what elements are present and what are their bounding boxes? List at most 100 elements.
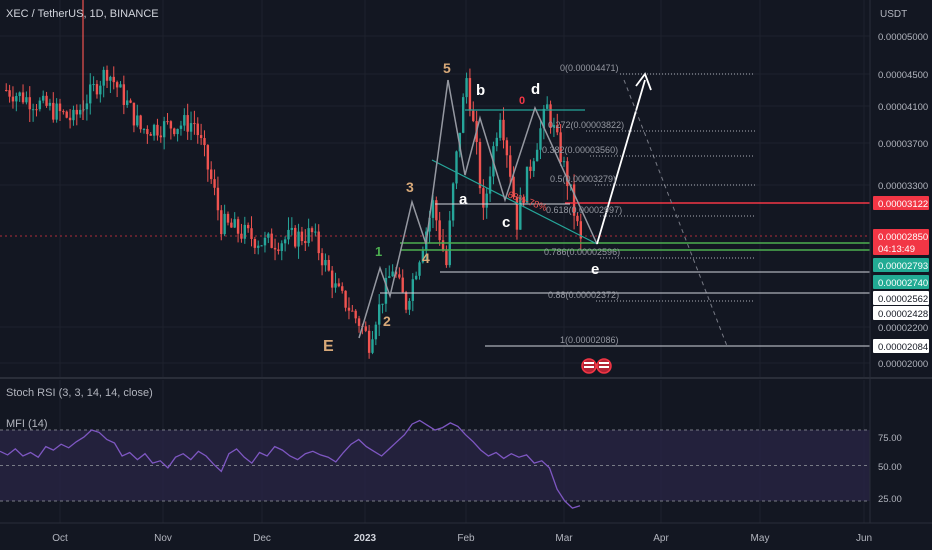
candle-body	[169, 121, 173, 129]
candle-body	[579, 221, 582, 239]
time-axis[interactable]: Oct Nov Dec 2023 Feb Mar Apr May Jun	[52, 533, 872, 544]
price-flag-label: 0.00002793	[878, 261, 928, 272]
candle-body	[102, 69, 105, 86]
candle-body	[48, 102, 52, 106]
price-flag-label: 0.00002084	[878, 342, 928, 353]
fib-level-label: 0(0.00004471)	[560, 63, 619, 73]
time-axis-label: Apr	[653, 533, 669, 544]
candle-body	[186, 115, 189, 132]
candle-body	[162, 121, 166, 138]
us-flag-icon[interactable]	[581, 358, 597, 374]
candle-body	[270, 233, 273, 248]
candle-body	[330, 270, 334, 288]
correction-wave-path	[447, 79, 598, 245]
candle-body	[75, 109, 78, 115]
candle-body	[354, 310, 357, 319]
wave-label-1: 1	[375, 244, 382, 259]
candle-body	[495, 137, 498, 147]
candle-body	[391, 271, 394, 277]
candle-body	[156, 124, 159, 136]
stoch-rsi-title[interactable]: Stoch RSI (3, 3, 14, 14, close)	[6, 387, 153, 399]
candle-body	[132, 102, 136, 126]
candle-body	[166, 121, 169, 123]
candle-body	[129, 100, 132, 103]
candle-body	[112, 76, 115, 83]
candle-body	[485, 193, 488, 208]
time-axis-label: May	[751, 533, 770, 544]
candle-body	[250, 228, 253, 239]
candle-body	[367, 330, 371, 353]
candle-body	[317, 231, 320, 254]
candle-body	[552, 125, 556, 128]
candle-body	[294, 227, 297, 247]
candle-body	[277, 249, 280, 251]
price-axis-tick: 0.00005000	[878, 32, 928, 43]
price-flag-label: 0.00002740	[878, 278, 928, 289]
candle-body	[65, 111, 68, 118]
candle-body	[398, 274, 401, 278]
impulse-wave-path	[358, 79, 449, 339]
candle-body	[438, 220, 441, 241]
candle-body	[72, 109, 75, 121]
candle-body	[562, 161, 566, 163]
price-flag-background	[873, 306, 929, 320]
price-axis-tick: 0.00004100	[878, 102, 928, 113]
candle-body	[189, 123, 193, 132]
triangle-lower-line	[431, 159, 598, 245]
candle-body	[532, 161, 535, 171]
candle-body	[374, 324, 378, 340]
wave-label-zero: 0	[519, 95, 525, 107]
candle-body	[21, 92, 25, 103]
candle-body	[421, 250, 425, 263]
wave-label-2: 2	[383, 313, 391, 329]
symbol-title[interactable]: XEC / TetherUS, 1D, BINANCE	[6, 8, 159, 20]
candle-body	[68, 117, 72, 121]
candle-body	[428, 217, 431, 232]
candle-body	[213, 179, 216, 188]
fib-level-label: 0.5(0.00003279)	[550, 174, 616, 184]
candle-body	[146, 128, 149, 135]
candle-body	[126, 100, 129, 105]
candle-body	[18, 92, 21, 97]
candle-body	[89, 84, 92, 104]
price-axis-tick: 0.00004500	[878, 70, 928, 81]
candle-body	[512, 176, 515, 198]
candle-body	[210, 169, 213, 180]
candle-body	[337, 283, 341, 287]
candle-body	[572, 184, 576, 216]
fib-level-label: 0.88(0.00002372)	[548, 290, 619, 300]
candle-body	[230, 222, 233, 228]
candle-body	[472, 110, 475, 122]
candle-body	[525, 166, 529, 203]
candle-body	[25, 97, 28, 103]
wave-label-5: 5	[443, 60, 451, 76]
candle-body	[55, 103, 58, 120]
candle-body	[418, 262, 421, 276]
mfi-axis-tick: 75.00	[878, 433, 902, 444]
wave-labels: E 1 2 3 4 5 a b c d0 e	[323, 60, 599, 355]
us-flag-icon[interactable]	[596, 358, 612, 374]
candle-body	[431, 200, 435, 218]
mfi-title[interactable]: MFI (14)	[6, 418, 48, 430]
wave-label-4: 4	[422, 250, 430, 266]
candle-body	[42, 95, 45, 101]
price-flag-background	[873, 339, 929, 353]
wave-label-a: a	[459, 191, 468, 208]
candle-body	[371, 339, 374, 353]
candle-body	[283, 239, 287, 244]
candle-body	[105, 69, 109, 81]
price-axis[interactable]: 0.00005000 0.00004500 0.00004100 0.00003700…	[873, 32, 929, 370]
candle-body	[243, 224, 246, 239]
candle-body	[38, 100, 42, 110]
candle-body	[280, 243, 283, 251]
candle-body	[435, 200, 438, 221]
price-flag-label: 04:13:49	[878, 244, 915, 255]
price-axis-tick: 0.00003300	[878, 181, 928, 192]
candle-body	[519, 196, 522, 230]
time-axis-label: Mar	[555, 533, 573, 544]
candle-body	[509, 155, 512, 177]
candle-body	[478, 141, 482, 189]
candle-body	[35, 109, 38, 111]
candle-body	[414, 275, 418, 280]
